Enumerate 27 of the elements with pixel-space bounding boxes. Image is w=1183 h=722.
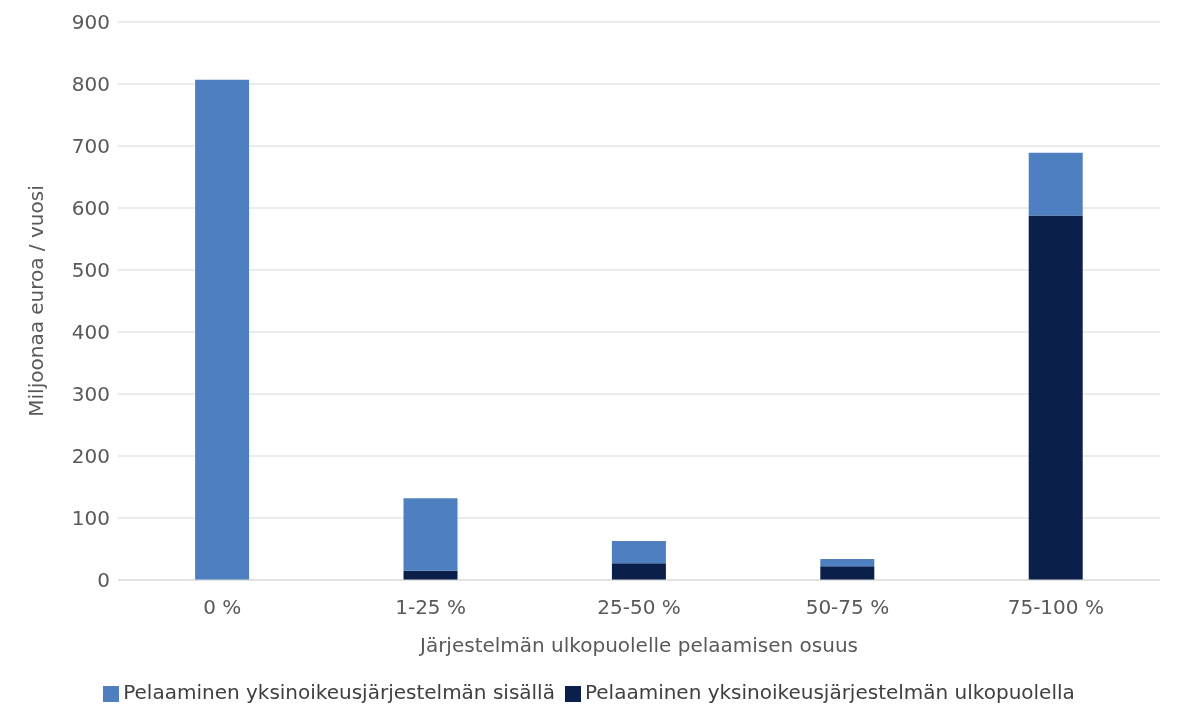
bar <box>195 79 250 580</box>
y-tick-label: 500 <box>71 258 110 283</box>
y-tick-label: 100 <box>71 506 110 531</box>
legend-label: Pelaaminen yksinoikeusjärjestelmän ulkopuolella <box>584 680 1075 704</box>
x-tick-label: 25-50 % <box>597 595 681 620</box>
y-tick-label: 900 <box>71 10 110 35</box>
x-tick-label: 0 % <box>203 595 242 620</box>
bar <box>820 566 875 580</box>
legend-label: Pelaaminen yksinoikeusjärjestelmän sisällä <box>123 680 555 704</box>
y-tick-label: 0 <box>97 568 110 593</box>
bar <box>611 540 666 564</box>
y-tick-label: 700 <box>71 134 110 159</box>
bar <box>611 563 666 580</box>
y-tick-label: 300 <box>71 382 110 407</box>
bar <box>1028 215 1083 580</box>
y-tick-label: 400 <box>71 320 110 345</box>
y-tick-label: 800 <box>71 72 110 97</box>
bar <box>820 558 875 567</box>
y-tick-label: 200 <box>71 444 110 469</box>
x-tick-label: 50-75 % <box>805 595 890 620</box>
x-axis-title: Järjestelmän ulkopuolelle pelaamisen osuus <box>417 633 859 657</box>
x-tick-label: 75-100 % <box>1007 595 1104 620</box>
x-tick-label: 1-25 % <box>395 595 466 620</box>
bar <box>1028 152 1083 216</box>
bar <box>403 498 458 571</box>
y-axis-title: Miljoonaa euroa / vuosi <box>24 185 49 417</box>
y-tick-label: 600 <box>71 196 110 221</box>
